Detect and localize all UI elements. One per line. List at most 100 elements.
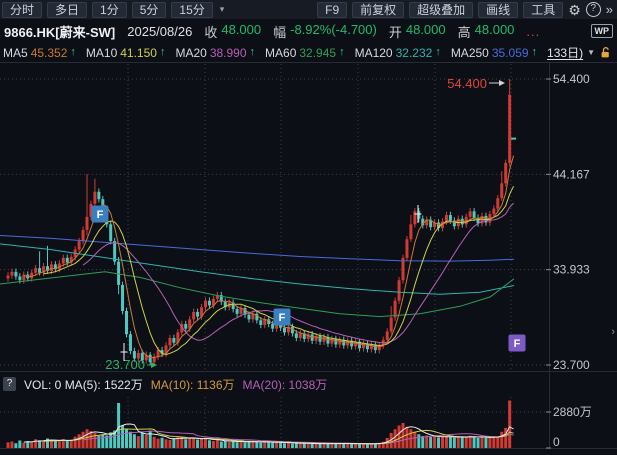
candle-body bbox=[34, 268, 38, 273]
candle-body bbox=[271, 324, 275, 329]
volume-bar bbox=[417, 434, 421, 448]
candle-body bbox=[437, 222, 441, 229]
candle-body bbox=[504, 162, 508, 184]
event-flag-label: F bbox=[97, 209, 104, 221]
tab-15min[interactable]: 15分 bbox=[171, 1, 213, 18]
volume-bar bbox=[362, 443, 365, 448]
candle-body bbox=[393, 300, 397, 318]
help-icon[interactable]: ? bbox=[585, 2, 601, 17]
volume-bar bbox=[350, 444, 354, 448]
chevron-down-icon[interactable]: ▼ bbox=[587, 48, 595, 57]
chevron-down-icon[interactable]: ▾ bbox=[219, 4, 225, 14]
flag-markers: F F F bbox=[91, 205, 526, 352]
unlock-icon[interactable] bbox=[599, 46, 612, 59]
candle-body bbox=[204, 300, 207, 308]
tools-button[interactable]: 工具 bbox=[523, 1, 564, 18]
forward-adjust-button[interactable]: 前复权 bbox=[352, 1, 405, 18]
volume-bar bbox=[437, 437, 441, 448]
volume-bar bbox=[152, 436, 156, 448]
ma-lines bbox=[0, 155, 515, 359]
event-flag-label: F bbox=[279, 312, 286, 324]
panel-expand-chevron[interactable]: › bbox=[611, 326, 615, 338]
super-overlay-button[interactable]: 超级叠加 bbox=[409, 1, 474, 18]
candle-body bbox=[421, 218, 425, 226]
up-arrow-icon: ↑ bbox=[70, 45, 76, 58]
candle-body bbox=[22, 274, 26, 281]
candle-body bbox=[121, 284, 125, 311]
volume-bar bbox=[30, 442, 34, 448]
candle-body bbox=[176, 332, 180, 343]
tab-1min[interactable]: 1分 bbox=[92, 1, 127, 18]
up-arrow-icon: ↑ bbox=[159, 45, 166, 58]
axis-label: 0 bbox=[553, 435, 560, 449]
ma-legend-bar: MA5 45.352 ↑ MA10 41.150 ↑ MA20 38.990 ↑… bbox=[0, 43, 617, 62]
candle-body bbox=[109, 224, 113, 242]
ma5-legend: MA5 45.352 ↑ bbox=[3, 46, 76, 60]
wp-badge[interactable]: WP bbox=[590, 24, 613, 38]
up-arrow-icon: ↑ bbox=[339, 45, 345, 58]
candle-body bbox=[247, 314, 251, 320]
candle-body bbox=[231, 302, 235, 310]
draw-line-button[interactable]: 画线 bbox=[478, 1, 519, 18]
candle-body bbox=[334, 338, 338, 345]
candle-body bbox=[306, 334, 310, 339]
volume-legend-bar: ? VOL: 0 MA(5): 1522万 MA(10): 1136万 MA(2… bbox=[0, 372, 617, 396]
volume-bar bbox=[369, 443, 373, 448]
help-icon[interactable]: ? bbox=[3, 377, 16, 391]
volume-bar bbox=[314, 444, 318, 448]
more-icon[interactable]: » bbox=[605, 2, 613, 17]
volume-bar bbox=[69, 440, 73, 448]
volume-bar bbox=[425, 435, 429, 448]
volume-bar bbox=[476, 438, 480, 448]
candle-body bbox=[14, 271, 18, 277]
volume-bar bbox=[207, 440, 211, 448]
tab-multiday[interactable]: 多日 bbox=[47, 1, 88, 18]
annotations: 54.400 23.700 bbox=[105, 76, 505, 372]
volume-bar bbox=[235, 442, 239, 448]
volume-ma5-line bbox=[23, 423, 514, 445]
candle-body bbox=[93, 191, 97, 204]
candle-body bbox=[492, 208, 496, 215]
overflow-ellipsis[interactable]: ... bbox=[526, 23, 541, 39]
ma5-value: 45.352 bbox=[30, 45, 68, 60]
volume-bar bbox=[251, 441, 255, 448]
ma20-value: 38.990 bbox=[209, 45, 247, 60]
event-flag[interactable] bbox=[91, 205, 109, 223]
volume-bar bbox=[204, 438, 207, 448]
event-flag[interactable] bbox=[273, 308, 291, 326]
volume-bar bbox=[65, 441, 69, 448]
up-arrow-icon: ↑ bbox=[531, 45, 538, 58]
volume-bar bbox=[294, 443, 298, 448]
candle-body bbox=[385, 331, 389, 340]
period-label[interactable]: 133日) bbox=[547, 46, 584, 60]
tab-5min[interactable]: 5分 bbox=[131, 1, 167, 18]
ma250-value: 35.059 bbox=[491, 45, 529, 60]
axis-label: 44.167 bbox=[553, 167, 590, 181]
volume-bar bbox=[61, 439, 65, 448]
symbol-name[interactable]: 9866.HK[蔚来-SW] bbox=[4, 24, 116, 40]
volume-bar bbox=[302, 443, 306, 448]
chart-canvas[interactable]: F F F 54.400 23.700 54.400 44.167 33.933 23.700 2… bbox=[0, 62, 617, 455]
f9-button[interactable]: F9 bbox=[317, 1, 348, 18]
volume-bar bbox=[97, 435, 101, 448]
gear-icon[interactable]: ⚙ bbox=[568, 1, 581, 18]
ma120-line bbox=[0, 243, 515, 295]
volume-bar bbox=[358, 444, 362, 448]
candle-body bbox=[425, 219, 429, 226]
candle-body bbox=[405, 239, 409, 258]
ma250-line bbox=[0, 235, 515, 262]
period-selector[interactable]: 133日) ▼ bbox=[547, 44, 612, 61]
volume-ma10-value: MA(10): 1136万 bbox=[150, 377, 235, 392]
volume-bar bbox=[255, 442, 259, 448]
candle-body bbox=[18, 276, 22, 281]
ma10-legend: MA10 41.150 ↑ bbox=[86, 46, 166, 60]
tab-timeline[interactable]: 分时 bbox=[2, 1, 43, 18]
candle-body bbox=[500, 183, 504, 199]
volume-bar bbox=[381, 441, 385, 448]
candle-body bbox=[294, 333, 298, 338]
pane-borders bbox=[0, 62, 617, 449]
event-flag[interactable] bbox=[508, 334, 526, 352]
volume-value: VOL: 0 MA(5): 1522万 bbox=[24, 377, 143, 392]
candle-body bbox=[389, 317, 393, 332]
